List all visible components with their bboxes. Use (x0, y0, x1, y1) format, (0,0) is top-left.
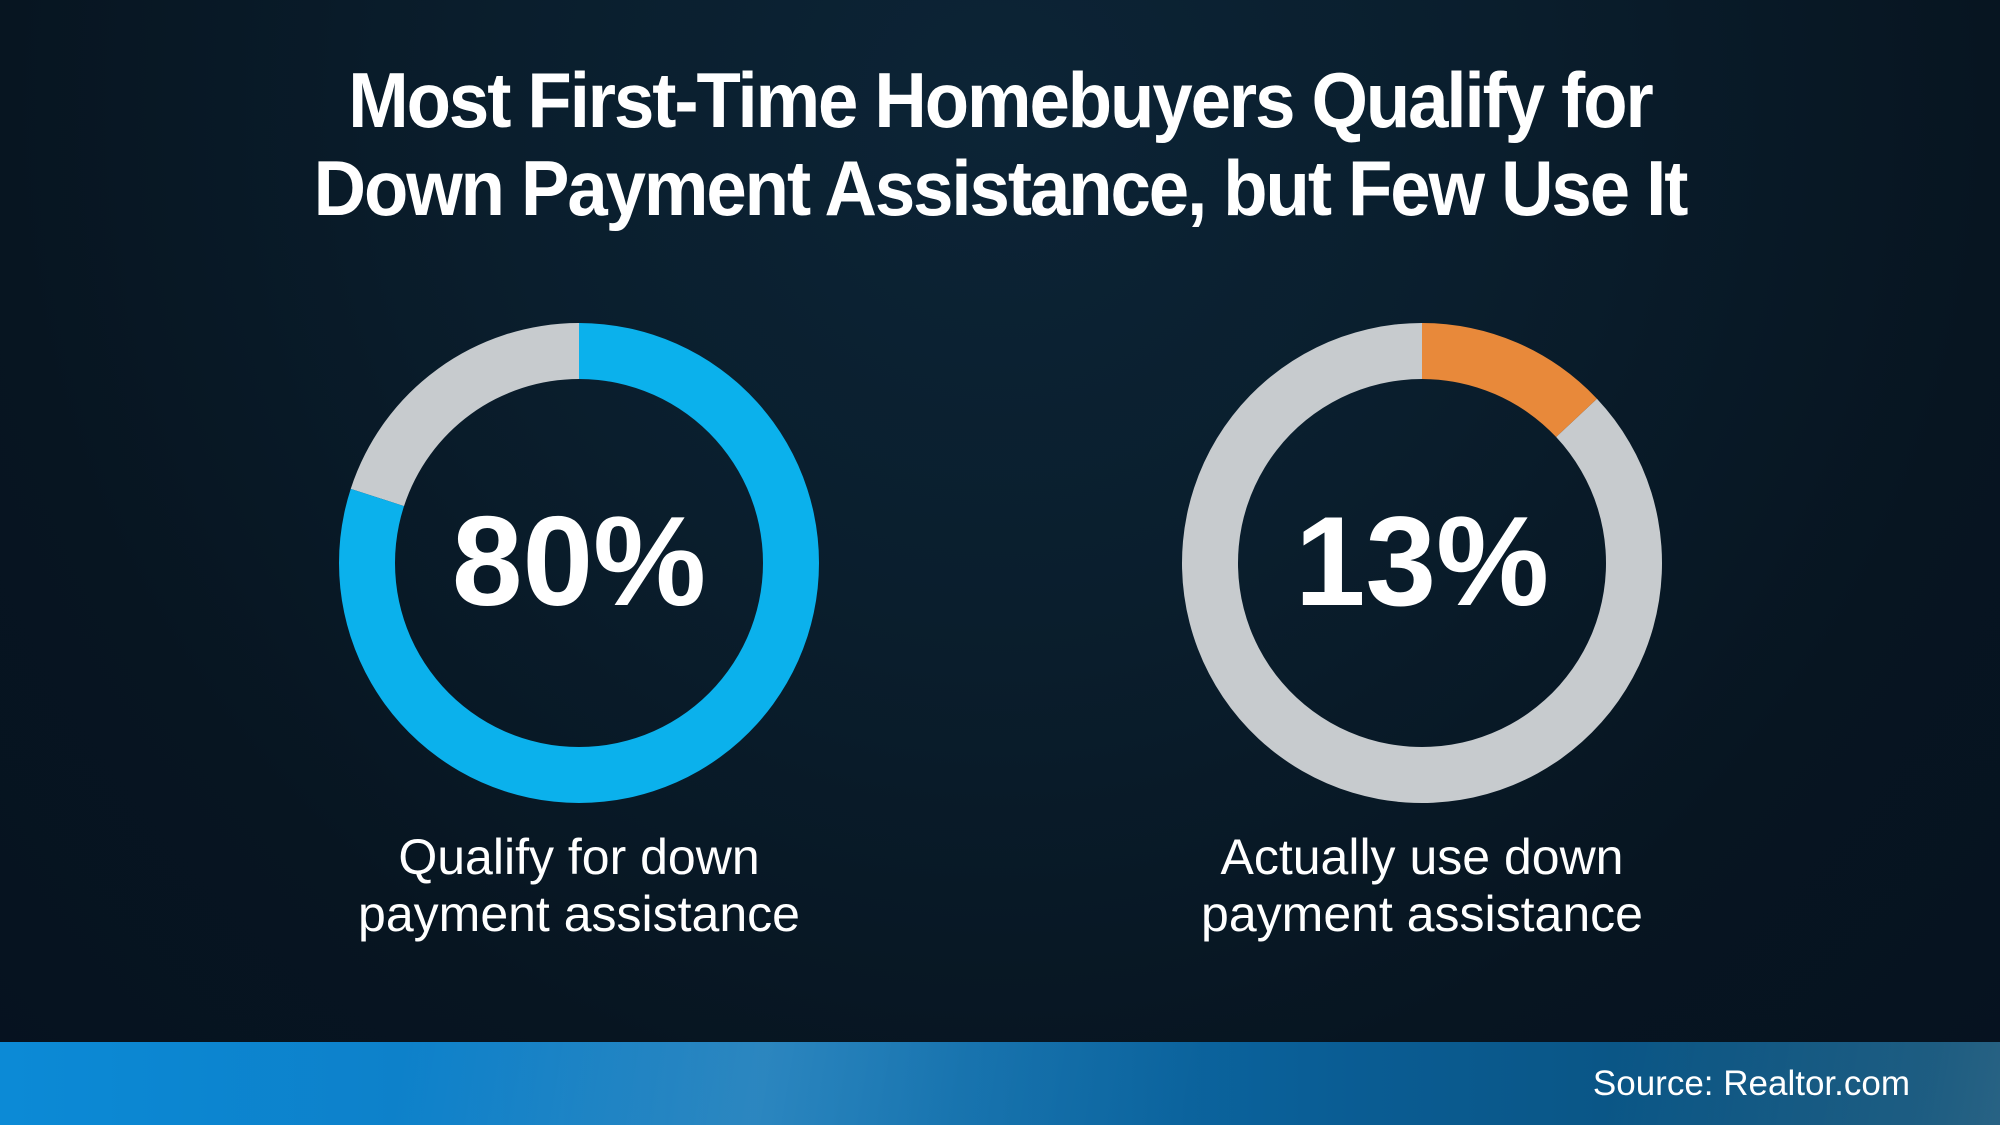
svg-text:13%: 13% (1295, 490, 1549, 632)
svg-text:80%: 80% (452, 490, 706, 632)
